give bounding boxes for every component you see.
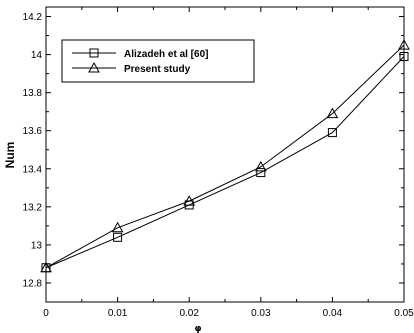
x-tick-label: 0.02 <box>179 308 199 319</box>
triangle-marker <box>40 261 52 273</box>
y-tick-label: 14.2 <box>23 12 43 23</box>
x-tick-label: 0.01 <box>108 308 128 319</box>
x-axis-label: φ <box>194 324 201 333</box>
y-axis-label: Num <box>3 142 17 169</box>
legend-label: Alizadeh et al [60] <box>124 49 208 60</box>
square-marker <box>327 128 337 138</box>
series-line <box>45 56 405 269</box>
series-line <box>45 44 405 269</box>
legend-triangle-marker <box>88 61 100 73</box>
x-tick-label: 0.05 <box>394 308 414 319</box>
legend-square-marker <box>89 48 99 58</box>
y-tick-label: 13.2 <box>23 202 43 213</box>
square-marker <box>399 51 409 61</box>
y-tick-label: 13.6 <box>23 126 43 137</box>
square-marker <box>256 168 266 178</box>
y-tick-label: 13 <box>31 240 43 251</box>
triangle-marker <box>111 221 124 233</box>
legend-box <box>61 39 255 83</box>
legend-label: Present study <box>124 64 191 75</box>
series-2 <box>40 39 410 273</box>
legend-entry: Alizadeh et al [60] <box>72 48 208 60</box>
triangle-marker <box>398 39 410 50</box>
legend: Alizadeh et al [60] Present study <box>61 39 255 83</box>
y-tick-label: 13.4 <box>23 164 43 175</box>
triangle-marker <box>326 107 339 119</box>
y-tick-label: 12.8 <box>23 278 43 289</box>
legend-entry: Present study <box>72 61 191 75</box>
x-tick-label: 0 <box>43 308 49 319</box>
x-tick-label: 0.03 <box>251 308 271 319</box>
series-layer <box>40 39 410 273</box>
y-tick-label: 13.8 <box>23 88 43 99</box>
square-marker <box>113 232 123 242</box>
axis-ticks: 0 0.01 0.02 0.03 0.04 0.05 12.8 13 13.2 13.4 13.6 1… <box>23 7 414 319</box>
y-tick-label: 14 <box>31 50 43 61</box>
triangle-marker <box>254 160 267 172</box>
triangle-marker <box>183 195 196 206</box>
x-tick-label: 0.04 <box>323 308 343 319</box>
